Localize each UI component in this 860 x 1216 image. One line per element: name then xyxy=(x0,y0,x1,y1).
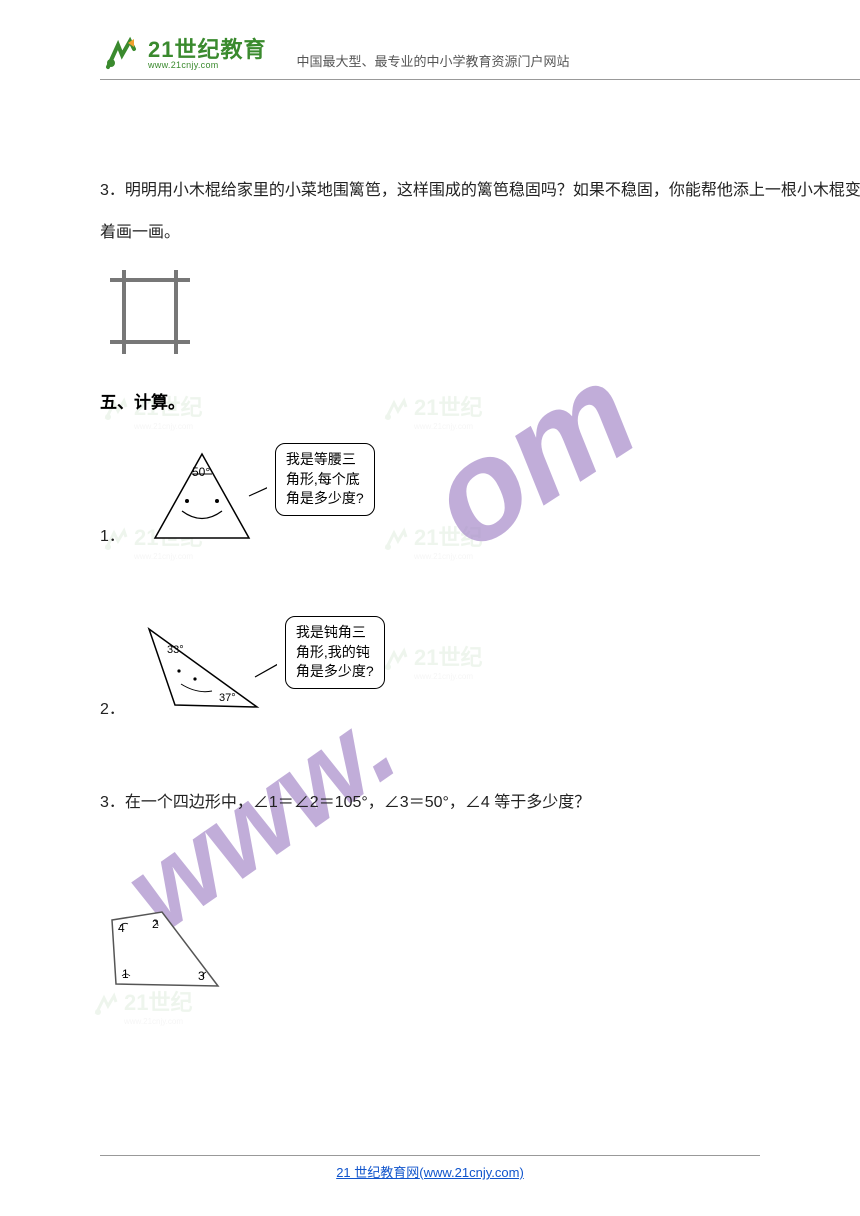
svg-text:50°: 50° xyxy=(192,465,210,479)
footer-link-prefix[interactable]: 21 世纪教育网 xyxy=(336,1165,419,1180)
problem-2: 2． 33° 37° 我是钝角三 角形,我的钝 角是多少度? xyxy=(100,616,860,719)
page-header: 21世纪教育 www.21cnjy.com 中国最大型、最专业的中小学教育资源门… xyxy=(100,30,860,80)
problem-2-speech: 我是钝角三 角形,我的钝 角是多少度? xyxy=(285,616,385,689)
speech-line: 角形,我的钝 xyxy=(296,643,374,663)
fence-figure xyxy=(100,268,200,358)
quadrilateral-figure: 4 2 1 3 xyxy=(100,898,230,998)
question-3-text: 3．明明用小木棍给家里的小菜地围篱笆，这样围成的篱笆稳固吗？如果不稳固，你能帮他… xyxy=(100,170,860,253)
speech-line: 我是等腰三 xyxy=(286,450,364,470)
speech-line: 我是钝角三 xyxy=(296,623,374,643)
problem-1: 1． 50° 我是等腰三 角形,每个底 角是多少度? xyxy=(100,443,860,546)
logo-cn-text: 21世纪教育 xyxy=(148,39,266,61)
svg-text:37°: 37° xyxy=(219,692,236,704)
isoceles-triangle-figure: 50° xyxy=(137,446,267,546)
speech-line: 角形,每个底 xyxy=(286,470,364,490)
logo-icon xyxy=(100,35,142,75)
problem-3-text: 3．在一个四边形中，∠1＝∠2＝105°，∠3＝50°，∠4 等于多少度？ xyxy=(100,789,860,818)
problem-2-number: 2． xyxy=(100,695,125,719)
speech-line: 角是多少度? xyxy=(296,662,374,682)
page-footer: 21 世纪教育网(www.21cnjy.com) xyxy=(100,1155,760,1181)
speech-line: 角是多少度? xyxy=(286,489,364,509)
problem-1-speech: 我是等腰三 角形,每个底 角是多少度? xyxy=(275,443,375,516)
obtuse-triangle-figure: 33° 37° xyxy=(137,619,277,719)
logo: 21世纪教育 www.21cnjy.com xyxy=(100,35,266,75)
svg-text:33°: 33° xyxy=(167,644,184,656)
svg-text:3: 3 xyxy=(198,969,205,983)
footer-link-url[interactable]: (www.21cnjy.com) xyxy=(419,1165,524,1180)
header-tagline: 中国最大型、最专业的中小学教育资源门户网站 xyxy=(296,51,569,70)
section-5-title: 五、计算。 xyxy=(100,388,860,413)
problem-1-number: 1． xyxy=(100,522,125,546)
logo-url-text: www.21cnjy.com xyxy=(148,61,266,70)
